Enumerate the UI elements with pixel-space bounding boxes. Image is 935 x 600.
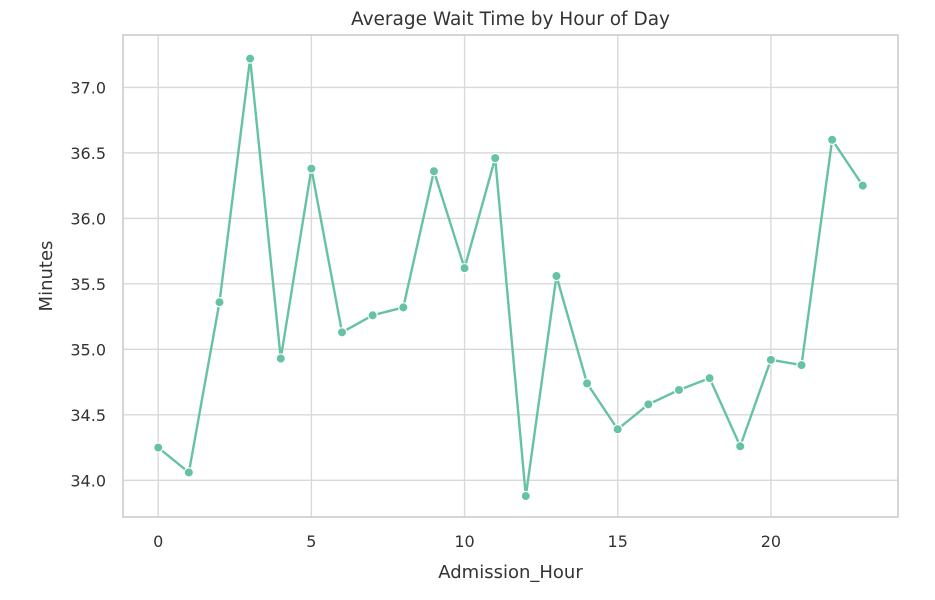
data-point bbox=[796, 359, 807, 371]
data-point bbox=[826, 134, 838, 145]
data-point bbox=[244, 53, 256, 64]
y-tick-label: 34.5 bbox=[70, 406, 106, 425]
data-point bbox=[704, 372, 715, 384]
data-point bbox=[643, 399, 654, 410]
grid bbox=[123, 35, 898, 517]
y-tick-label: 37.0 bbox=[70, 78, 106, 97]
data-point bbox=[398, 302, 409, 313]
data-point bbox=[306, 163, 317, 174]
y-tick-label: 36.0 bbox=[70, 209, 106, 228]
data-point bbox=[489, 152, 501, 164]
x-axis-title: Admission_Hour bbox=[438, 562, 583, 583]
data-point bbox=[336, 327, 348, 338]
data-point bbox=[857, 180, 868, 191]
y-tick-label: 35.5 bbox=[70, 275, 106, 294]
data-point bbox=[153, 442, 164, 453]
data-point bbox=[459, 262, 470, 274]
data-point bbox=[765, 354, 777, 366]
series-line bbox=[157, 57, 864, 498]
y-axis-title: Minutes bbox=[36, 241, 57, 312]
data-point bbox=[581, 378, 593, 389]
x-tick-label: 10 bbox=[454, 532, 474, 551]
axis-ticks: 0 5 10 15 20 34.0 34.5 35.0 35.5 36.0 36.5 37.0 bbox=[70, 78, 781, 551]
series-layer bbox=[153, 53, 868, 502]
data-point bbox=[551, 270, 562, 282]
x-tick-label: 0 bbox=[153, 532, 163, 551]
chart-title: Average Wait Time by Hour of Day bbox=[351, 9, 670, 30]
x-tick-label: 5 bbox=[306, 532, 316, 551]
data-point bbox=[673, 384, 685, 396]
data-point bbox=[735, 441, 746, 452]
x-tick-label: 20 bbox=[761, 532, 781, 551]
data-point bbox=[520, 490, 532, 502]
y-tick-label: 35.0 bbox=[70, 340, 106, 359]
data-point bbox=[612, 424, 623, 435]
data-point bbox=[428, 166, 440, 177]
data-point bbox=[275, 353, 286, 364]
x-tick-label: 15 bbox=[608, 532, 628, 551]
data-point bbox=[183, 467, 195, 478]
data-point bbox=[367, 310, 378, 321]
y-tick-label: 36.5 bbox=[70, 144, 106, 163]
plot-area-frame bbox=[122, 34, 899, 518]
y-tick-label: 34.0 bbox=[70, 471, 106, 490]
data-point bbox=[214, 296, 225, 308]
